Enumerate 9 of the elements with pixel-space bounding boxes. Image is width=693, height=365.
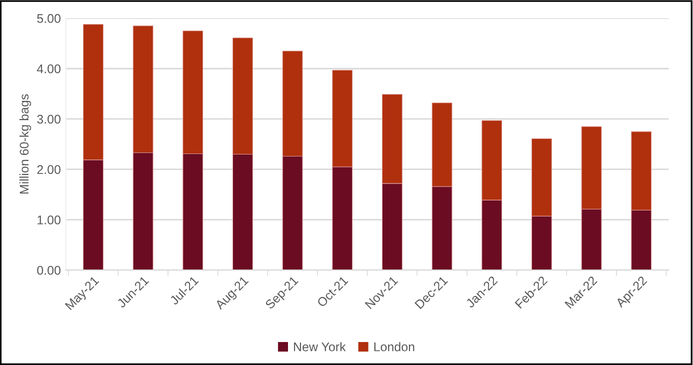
legend-label: London [374,342,414,352]
y-tick-label: 2.00 [37,165,60,174]
y-tick-label: 0.00 [37,266,60,275]
y-tick-label: 3.00 [37,114,60,124]
y-axis-title: Million 60-kg bags [19,94,32,194]
y-tick-label: 4.00 [36,64,60,74]
y-tick-label: 1.00 [38,216,60,224]
y-tick-label: 5.00 [37,14,60,23]
legend-label: New York [294,342,346,352]
